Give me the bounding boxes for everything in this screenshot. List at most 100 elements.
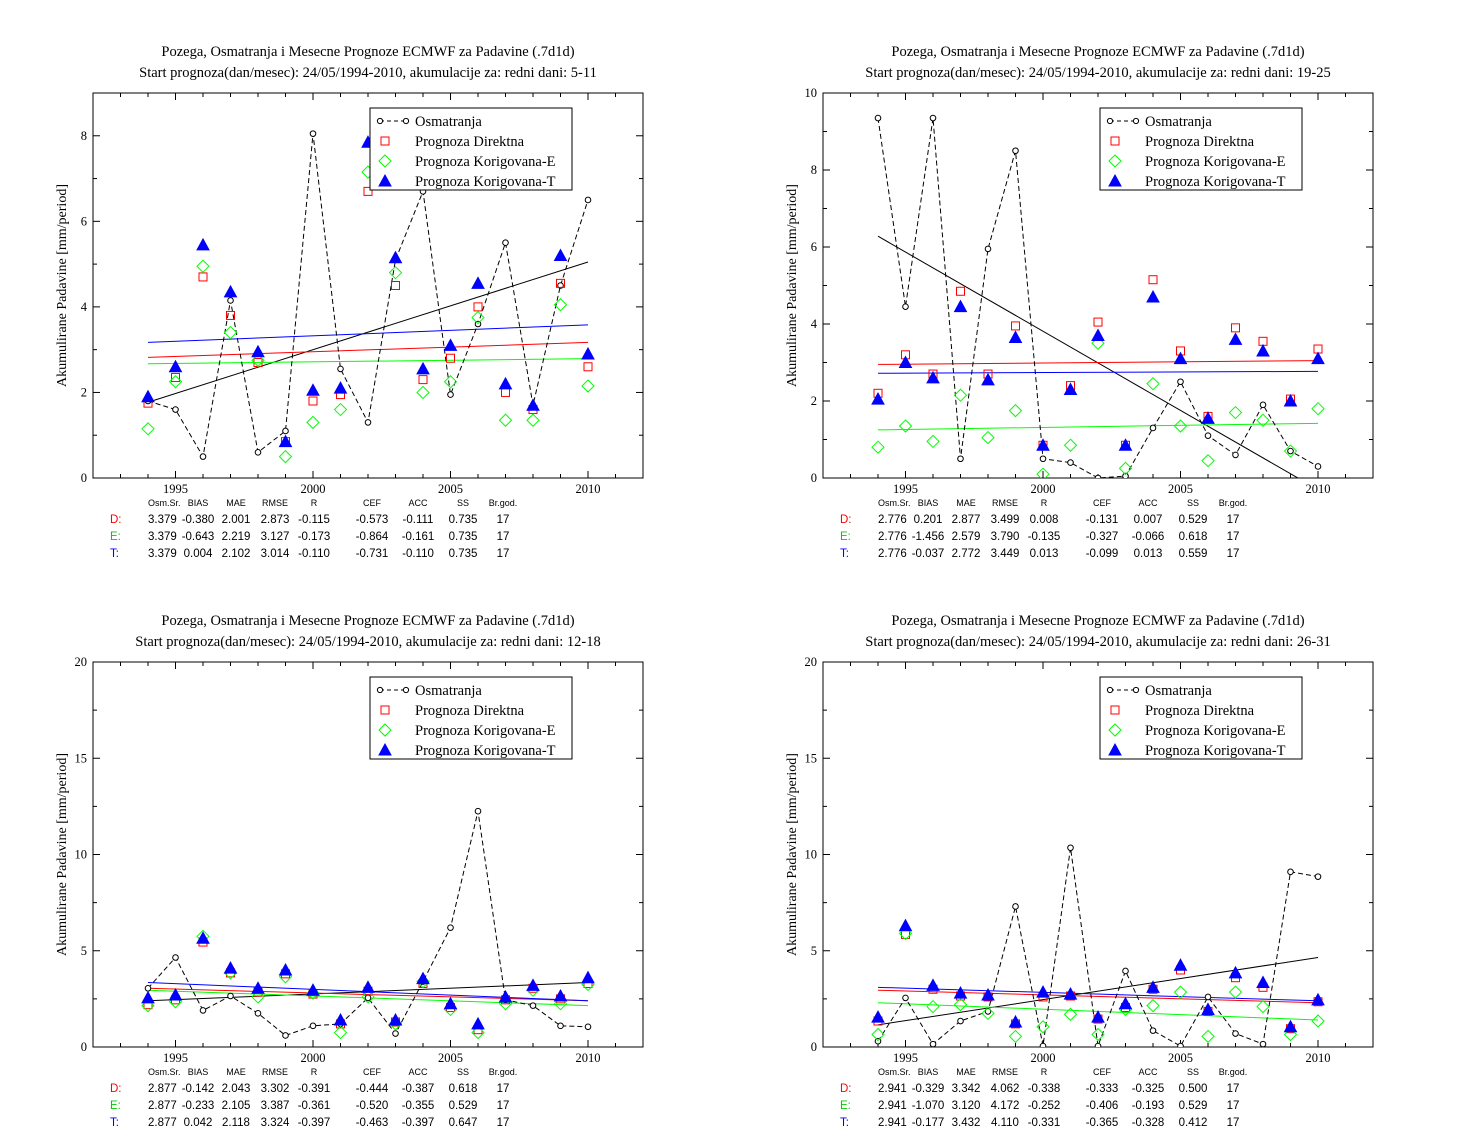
data-point-osmatranja xyxy=(282,1032,289,1039)
data-point-osmatranja xyxy=(1314,463,1322,470)
stats-value: 0.008 xyxy=(1030,514,1059,526)
data-point-osmatranja xyxy=(984,1008,992,1015)
data-point-korigovana-e xyxy=(1228,405,1243,420)
data-point-korigovana-e xyxy=(898,926,913,941)
chart-subtitle: Start prognoza(dan/mesec): 24/05/1994-20… xyxy=(865,65,1330,81)
data-point-korigovana-t xyxy=(223,284,238,298)
data-point-korigovana-t xyxy=(1146,980,1160,993)
stats-value: 0.004 xyxy=(184,548,213,560)
data-point-osmatranja xyxy=(1177,378,1184,386)
stats-value: 0.007 xyxy=(1134,514,1163,526)
data-point-korigovana-e xyxy=(871,1027,885,1042)
plot-area xyxy=(871,844,1325,1047)
data-point-korigovana-e xyxy=(1283,1027,1298,1042)
stats-header: R xyxy=(1041,1067,1048,1077)
data-point-korigovana-t xyxy=(553,248,568,262)
data-point-osmatranja xyxy=(1039,455,1047,463)
data-point-korigovana-e xyxy=(1173,419,1188,433)
data-point-osmatranja xyxy=(1287,447,1294,455)
stats-value: 3.127 xyxy=(261,531,290,543)
data-point-korigovana-t xyxy=(1036,985,1050,998)
data-point-korigovana-e xyxy=(1063,1007,1078,1021)
legend-circle-icon xyxy=(376,686,384,694)
stats-header: ACC xyxy=(408,498,428,508)
data-point-korigovana-t xyxy=(196,931,210,944)
legend-triangle-icon xyxy=(378,742,392,756)
data-point-direktna xyxy=(198,272,208,282)
data-point-korigovana-t xyxy=(1118,438,1133,451)
y-tick-label: 10 xyxy=(805,86,818,100)
stats-row-label: E: xyxy=(840,1100,851,1112)
trend-line xyxy=(877,986,1319,1002)
legend-label: Prognoza Korigovana-E xyxy=(1145,723,1286,739)
data-point-korigovana-e xyxy=(1311,401,1325,416)
stats-value: 17 xyxy=(497,1100,510,1112)
y-axis-label: Akumulirane Padavine [mm/period] xyxy=(785,753,800,956)
data-point-osmatranja xyxy=(557,1022,564,1030)
data-point-direktna xyxy=(1011,321,1020,331)
data-point-korigovana-t xyxy=(388,250,403,264)
stats-header: ACC xyxy=(1138,1067,1158,1077)
stats-header: Osm.Sr. xyxy=(148,498,181,508)
stats-header: BIAS xyxy=(918,1067,939,1077)
data-point-korigovana-t xyxy=(871,1010,885,1023)
data-point-direktna xyxy=(226,310,235,320)
data-point-direktna xyxy=(363,186,373,196)
stats-value: 2.873 xyxy=(261,514,290,526)
data-point-korigovana-e xyxy=(871,440,885,454)
data-point-korigovana-t xyxy=(168,987,183,1001)
stats-value: 0.735 xyxy=(449,514,478,526)
data-point-korigovana-t xyxy=(498,376,513,390)
data-point-osmatranja xyxy=(1149,1027,1157,1034)
stats-value: 0.647 xyxy=(449,1117,478,1129)
data-point-direktna xyxy=(501,387,510,397)
legend-circle-icon xyxy=(402,686,410,694)
y-tick-label: 2 xyxy=(81,385,87,399)
y-axis-label: Akumulirane Padavine [mm/period] xyxy=(55,184,70,387)
data-point-korigovana-e xyxy=(926,999,940,1014)
x-tick-label: 1995 xyxy=(893,1051,918,1065)
data-point-korigovana-t xyxy=(1036,438,1050,451)
stats-table: Osm.Sr. BIAS MAE RMSE R CEF ACC SS Br.god. D: 2.77… xyxy=(840,498,1247,560)
stats-value: 17 xyxy=(497,1083,510,1095)
stats-value: 17 xyxy=(497,1117,510,1129)
data-point-osmatranja xyxy=(227,297,234,304)
stats-value: 0.529 xyxy=(449,1100,478,1112)
data-point-korigovana-t xyxy=(1091,1010,1105,1023)
legend-label: Prognoza Direktna xyxy=(1145,703,1255,719)
legend-label: Prognoza Korigovana-E xyxy=(415,723,556,739)
stats-value: -1.456 xyxy=(912,531,945,543)
legend-label: Prognoza Korigovana-T xyxy=(415,174,556,190)
stats-value: -0.233 xyxy=(182,1100,215,1112)
stats-value: 3.790 xyxy=(991,531,1020,543)
legend-label: Osmatranja xyxy=(415,683,482,699)
legend-circle-icon xyxy=(402,117,410,125)
data-point-direktna xyxy=(956,286,965,296)
data-point-korigovana-e xyxy=(361,990,375,1004)
data-point-korigovana-t xyxy=(1201,411,1215,424)
stats-value: -0.161 xyxy=(402,531,435,543)
data-point-korigovana-t xyxy=(333,1013,348,1026)
stats-header: Br.god. xyxy=(489,1067,518,1077)
chart-title: Pozega, Osmatranja i Mesecne Prognoze EC… xyxy=(161,613,574,629)
stats-value: 2.043 xyxy=(222,1083,251,1095)
data-point-osmatranja xyxy=(1287,868,1294,876)
legend-diamond-icon xyxy=(378,723,392,737)
stats-row-label: T: xyxy=(110,548,119,560)
data-point-direktna xyxy=(391,281,400,290)
stats-header: SS xyxy=(457,498,469,508)
data-point-korigovana-t xyxy=(1008,330,1023,343)
y-tick-label: 6 xyxy=(81,214,87,228)
stats-value: 17 xyxy=(1227,1117,1240,1129)
stats-value: -0.110 xyxy=(402,548,434,560)
data-point-korigovana-t xyxy=(1008,1014,1023,1028)
chart-panel-3: Pozega, Osmatranja i Mesecne Prognoze EC… xyxy=(55,613,644,1129)
stats-value: -0.361 xyxy=(298,1100,331,1112)
stats-value: -0.329 xyxy=(912,1083,945,1095)
stats-value: -0.444 xyxy=(356,1083,389,1095)
trend-line xyxy=(877,360,1319,365)
data-point-korigovana-t xyxy=(981,372,995,386)
stats-row-label: D: xyxy=(840,1083,852,1095)
data-point-direktna xyxy=(418,375,428,385)
data-point-korigovana-t xyxy=(871,392,885,405)
